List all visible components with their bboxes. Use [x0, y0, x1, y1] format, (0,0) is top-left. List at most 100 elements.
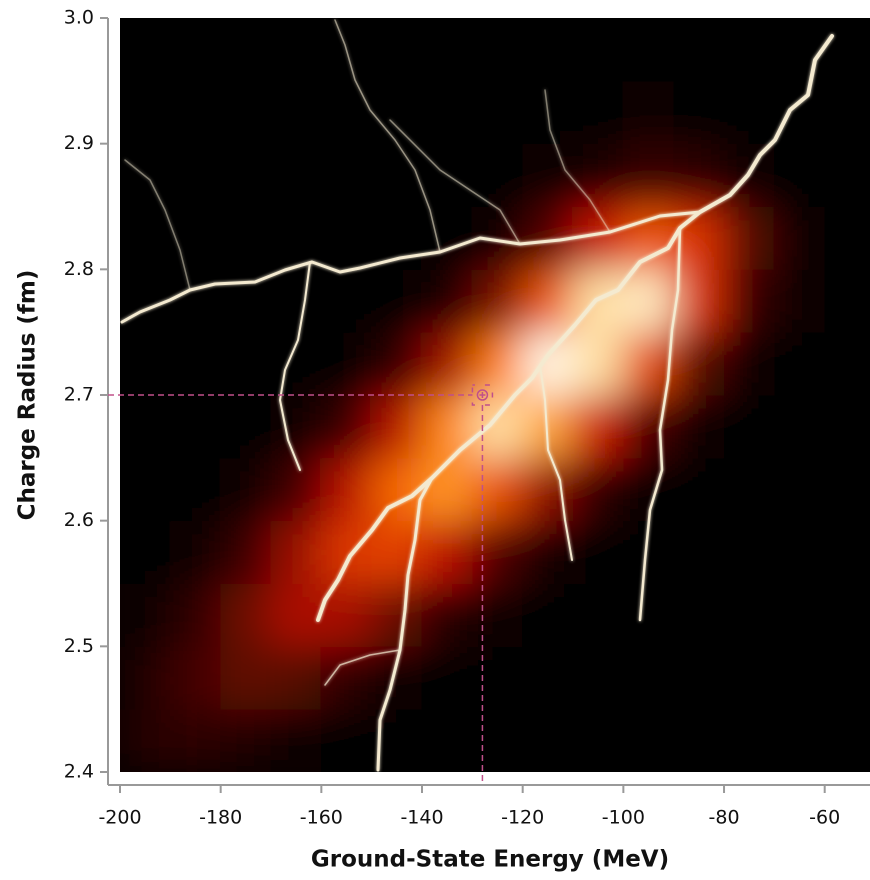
- heat-cell: [422, 80, 473, 144]
- heat-cell: [271, 395, 322, 459]
- heat-cell: [422, 332, 473, 396]
- heat-cell: [774, 520, 825, 584]
- heat-cell: [120, 520, 171, 584]
- heat-cell: [120, 457, 171, 521]
- heat-cell: [472, 520, 523, 584]
- heat-cell: [673, 646, 724, 710]
- heat-cell: [271, 269, 322, 333]
- heat-cell: [170, 143, 221, 207]
- heat-cell: [724, 269, 775, 333]
- heat-cell: [724, 520, 775, 584]
- heat-cell: [774, 80, 825, 144]
- heat-cell: [371, 457, 422, 521]
- x-tick-label: -140: [400, 807, 443, 829]
- heat-cell: [271, 206, 322, 270]
- heat-cell: [120, 143, 171, 207]
- y-tick-label: 3.0: [64, 7, 94, 29]
- y-tick-label: 2.4: [64, 761, 94, 783]
- heat-cell: [472, 457, 523, 521]
- heat-cell: [673, 583, 724, 647]
- heat-cell: [321, 457, 372, 521]
- heat-cell: [472, 18, 523, 82]
- heat-cell: [371, 332, 422, 396]
- heat-cell: [220, 80, 271, 144]
- heat-cell: [120, 646, 171, 710]
- heat-cell: [774, 206, 825, 270]
- heat-cell: [422, 269, 473, 333]
- heat-cell: [623, 143, 674, 207]
- x-tick-label: -60: [809, 807, 840, 829]
- x-tick-label: -160: [300, 807, 343, 829]
- heat-cell: [774, 583, 825, 647]
- heat-cell: [673, 520, 724, 584]
- x-tick-label: -100: [602, 807, 645, 829]
- heat-cell: [321, 269, 372, 333]
- heat-cell: [120, 583, 171, 647]
- heat-cell: [724, 583, 775, 647]
- heat-cell: [170, 80, 221, 144]
- heat-cell: [724, 206, 775, 270]
- heat-cell: [573, 395, 624, 459]
- heat-cell: [321, 206, 372, 270]
- heat-cell: [220, 646, 271, 710]
- heat-cell: [774, 395, 825, 459]
- heat-cell: [371, 646, 422, 710]
- heat-cell: [271, 709, 322, 773]
- heat-cell: [371, 395, 422, 459]
- heat-cell: [220, 18, 271, 82]
- heat-cell: [573, 709, 624, 773]
- heat-cell: [522, 143, 573, 207]
- x-tick-label: -200: [98, 807, 141, 829]
- heat-cell: [472, 583, 523, 647]
- heat-cell: [774, 269, 825, 333]
- heat-cell: [522, 457, 573, 521]
- heat-cell: [623, 269, 674, 333]
- heat-cell: [170, 583, 221, 647]
- heat-cell: [573, 80, 624, 144]
- heat-cell: [824, 206, 870, 270]
- heat-cell: [321, 646, 372, 710]
- heat-cell: [774, 18, 825, 82]
- heat-cell: [623, 646, 674, 710]
- heat-cell: [573, 143, 624, 207]
- x-axis-title: Ground-State Energy (MeV): [311, 847, 669, 873]
- heat-cell: [623, 395, 674, 459]
- heat-cell: [120, 18, 171, 82]
- heat-cell: [673, 269, 724, 333]
- heat-cell: [220, 520, 271, 584]
- y-tick-label: 2.9: [64, 132, 94, 154]
- heat-cell: [120, 395, 171, 459]
- heat-cell: [120, 80, 171, 144]
- heat-cell: [220, 143, 271, 207]
- heat-cell: [422, 583, 473, 647]
- y-tick-label: 2.7: [64, 384, 94, 406]
- heat-cell: [522, 332, 573, 396]
- heat-cell: [170, 18, 221, 82]
- heat-cell: [824, 269, 870, 333]
- y-axis-title: Charge Radius (fm): [15, 270, 41, 521]
- heat-cell: [371, 80, 422, 144]
- heat-cell: [824, 80, 870, 144]
- heat-cell: [673, 332, 724, 396]
- heat-cell: [271, 332, 322, 396]
- heat-cell: [271, 80, 322, 144]
- heat-cell: [170, 206, 221, 270]
- heat-cell: [774, 332, 825, 396]
- heat-cell: [422, 646, 473, 710]
- heat-cell: [824, 457, 870, 521]
- heat-cell: [673, 18, 724, 82]
- heat-cell: [321, 520, 372, 584]
- heat-cell: [220, 583, 271, 647]
- heat-cell: [522, 709, 573, 773]
- x-tick-label: -180: [199, 807, 242, 829]
- heat-cell: [321, 709, 372, 773]
- heat-cell: [673, 80, 724, 144]
- heat-cell: [724, 457, 775, 521]
- heat-cell: [774, 646, 825, 710]
- heat-cell: [321, 80, 372, 144]
- heat-cell: [170, 709, 221, 773]
- heat-cell: [673, 143, 724, 207]
- heat-cell: [170, 395, 221, 459]
- heat-cell: [623, 583, 674, 647]
- heat-cell: [774, 143, 825, 207]
